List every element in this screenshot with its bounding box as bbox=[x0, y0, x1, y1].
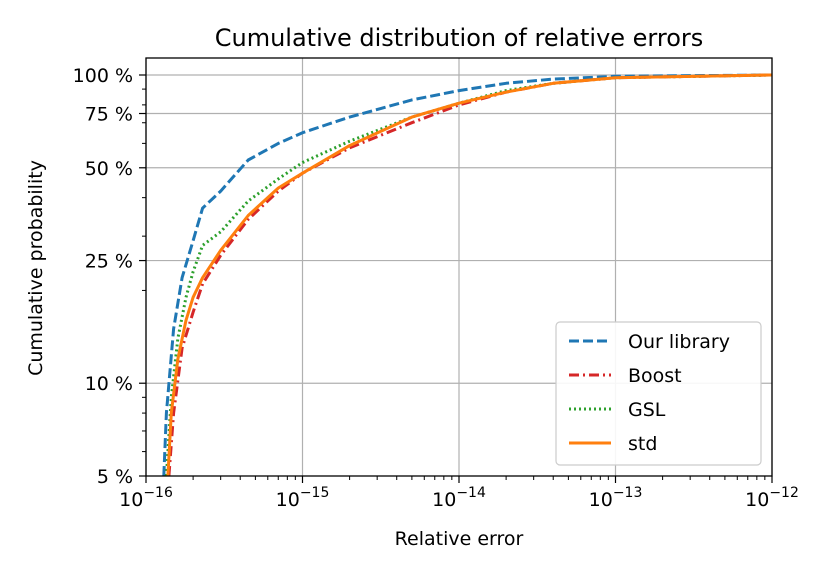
legend-box bbox=[555, 321, 762, 466]
y-axis-label: Cumulative probability bbox=[25, 160, 47, 376]
y-tick-label: 100 % bbox=[73, 65, 133, 87]
x-axis-label: Relative error bbox=[395, 528, 524, 550]
x-tick-base: 10 bbox=[119, 489, 143, 511]
x-tick-base: 10 bbox=[589, 489, 613, 511]
x-tick-base: 10 bbox=[432, 489, 456, 511]
x-tick-exponent: −16 bbox=[143, 485, 173, 501]
x-tick-exponent: −14 bbox=[456, 485, 486, 501]
x-tick-base: 10 bbox=[276, 489, 300, 511]
x-axis: 10−16 10−15 10−14 10−13 10−12 bbox=[119, 476, 799, 511]
y-tick-label: 25 % bbox=[85, 251, 133, 273]
y-axis: 5 % 10 % 25 % 50 % 75 % 100 % bbox=[73, 65, 146, 488]
series-line-std bbox=[166, 73, 773, 477]
chart-title: Cumulative distribution of relative erro… bbox=[215, 24, 704, 52]
x-tick-label: 10−13 bbox=[589, 485, 643, 511]
legend-label: Our library bbox=[628, 331, 730, 353]
series-line-our-library bbox=[162, 73, 773, 477]
legend-label: Boost bbox=[628, 365, 682, 387]
y-tick-label: 5 % bbox=[97, 466, 133, 488]
series-line-boost bbox=[167, 73, 773, 477]
y-tick-label: 75 % bbox=[85, 104, 133, 126]
x-tick-exponent: −15 bbox=[300, 485, 330, 501]
series-lines bbox=[162, 73, 773, 477]
legend: Our library Boost GSL std bbox=[555, 321, 762, 466]
legend-label: std bbox=[628, 433, 657, 455]
legend-label: GSL bbox=[628, 399, 666, 421]
x-tick-label: 10−15 bbox=[276, 485, 330, 511]
x-tick-exponent: −13 bbox=[613, 485, 643, 501]
x-tick-label: 10−14 bbox=[432, 485, 486, 511]
y-tick-label: 10 % bbox=[85, 373, 133, 395]
x-tick-label: 10−16 bbox=[119, 485, 173, 511]
x-tick-label: 10−12 bbox=[745, 485, 799, 511]
x-tick-exponent: −12 bbox=[769, 485, 799, 501]
series-line-gsl bbox=[164, 73, 773, 477]
x-tick-base: 10 bbox=[745, 489, 769, 511]
y-tick-label: 50 % bbox=[85, 158, 133, 180]
